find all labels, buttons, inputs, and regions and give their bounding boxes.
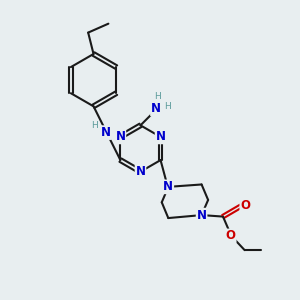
Text: H: H	[91, 121, 98, 130]
Text: H: H	[164, 102, 171, 111]
Text: N: N	[101, 126, 111, 139]
Text: N: N	[196, 208, 207, 222]
Text: N: N	[163, 180, 173, 194]
Text: N: N	[116, 130, 125, 143]
Text: O: O	[240, 199, 250, 212]
Text: N: N	[156, 130, 166, 143]
Text: H: H	[154, 92, 161, 101]
Text: N: N	[136, 165, 146, 178]
Text: N: N	[151, 103, 161, 116]
Text: O: O	[226, 230, 236, 242]
